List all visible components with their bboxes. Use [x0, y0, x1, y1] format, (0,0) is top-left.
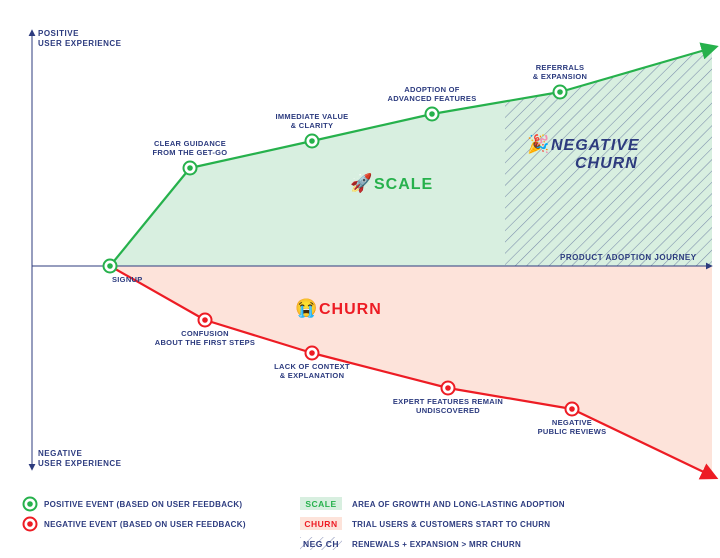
party-icon: 🎉 — [527, 133, 549, 155]
crying-icon: 😭 — [295, 298, 317, 318]
legend-text: NEGATIVE EVENT (BASED ON USER FEEDBACK) — [44, 520, 246, 529]
event-label: ADOPTION OFADVANCED FEATURES — [388, 85, 477, 103]
legend-key: SCALE — [305, 499, 336, 509]
event-label: SIGNUP — [112, 275, 143, 284]
legend-text: RENEWALS + EXPANSION > MRR CHURN — [352, 540, 521, 549]
rocket-icon: 🚀 — [350, 172, 372, 193]
event-label: LACK OF CONTEXT& EXPLANATION — [274, 362, 350, 380]
scale-label: SCALE — [374, 176, 433, 193]
event-label: IMMEDIATE VALUE& CLARITY — [276, 112, 349, 130]
legend-text: AREA OF GROWTH AND LONG-LASTING ADOPTION — [352, 500, 565, 509]
churn-area — [110, 266, 712, 476]
legend-key: NEG CH — [303, 539, 339, 549]
legend-key: CHURN — [304, 519, 337, 529]
churn-label: CHURN — [319, 301, 382, 318]
event-label: EXPERT FEATURES REMAINUNDISCOVERED — [393, 397, 503, 415]
y-axis-positive-label: POSITIVEUSER EXPERIENCE — [38, 29, 122, 48]
legend-text: TRIAL USERS & CUSTOMERS START TO CHURN — [352, 520, 550, 529]
legend-text: POSITIVE EVENT (BASED ON USER FEEDBACK) — [44, 500, 242, 509]
event-label: REFERRALS& EXPANSION — [533, 63, 587, 81]
event-label: CLEAR GUIDANCEFROM THE GET-GO — [153, 139, 228, 157]
y-axis-negative-label: NEGATIVEUSER EXPERIENCE — [38, 449, 122, 468]
x-axis-label: PRODUCT ADOPTION JOURNEY — [560, 253, 697, 262]
